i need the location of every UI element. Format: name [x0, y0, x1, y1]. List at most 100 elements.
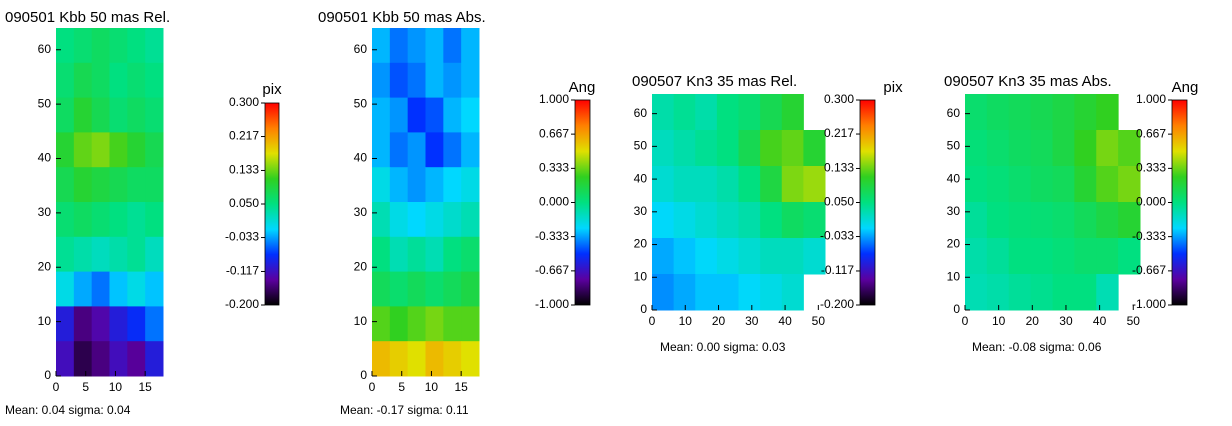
heatmap-cell — [673, 238, 696, 275]
heatmap-cell — [56, 271, 75, 307]
heatmap-cell — [461, 28, 480, 64]
heatmap-cell — [73, 167, 93, 203]
y-tick-label: 60 — [634, 106, 648, 120]
heatmap-cell — [1008, 130, 1032, 167]
heatmap-cell — [443, 62, 462, 99]
stats-caption: Mean: 0.00 sigma: 0.03 — [660, 340, 786, 354]
heatmap-cell — [91, 97, 110, 133]
heatmap-cell — [389, 167, 409, 203]
heatmap-cell — [1096, 238, 1119, 275]
heatmap-cell — [461, 271, 480, 307]
x-tick-label: 30 — [745, 314, 759, 328]
heatmap-cell — [1118, 202, 1141, 239]
heatmap-cell — [372, 97, 391, 133]
heatmap-cell — [425, 97, 444, 133]
colorbar-tick-label: 0.217 — [229, 129, 259, 143]
y-tick-label: 0 — [640, 302, 647, 316]
heatmap-cell — [461, 202, 480, 238]
heatmap-cell — [716, 166, 739, 203]
heatmap-cell — [127, 132, 146, 168]
heatmap-cell — [652, 202, 675, 239]
heatmap-cell — [1030, 130, 1053, 167]
heatmap-cell — [127, 306, 146, 342]
colorbar-tick-label: 0.667 — [1136, 126, 1166, 140]
heatmap-cell — [145, 271, 164, 307]
heatmap-cell — [56, 97, 75, 133]
heatmap-cell — [652, 130, 675, 167]
y-tick-label: 20 — [354, 259, 368, 273]
heatmap-cell — [695, 166, 718, 203]
y-tick-label: 0 — [44, 368, 51, 382]
heatmap-cell — [443, 97, 462, 133]
heatmap-cell — [781, 94, 804, 131]
heatmap-cell — [127, 341, 146, 377]
heatmap-cell — [1008, 166, 1032, 203]
heatmap-cell — [986, 94, 1010, 131]
heatmap-cell — [127, 236, 146, 273]
heatmap-cell — [389, 236, 409, 273]
heatmap-cell — [425, 167, 444, 203]
heatmap-cell — [56, 28, 75, 64]
colorbar-label: pix — [883, 79, 903, 96]
heatmap-cell — [127, 62, 146, 99]
heatmap-cell — [127, 271, 146, 307]
heatmap-cell — [443, 167, 462, 203]
heatmap-cell — [425, 28, 444, 64]
colorbar-tick-label: -1.000 — [535, 297, 569, 311]
heatmap-cell — [965, 130, 988, 167]
x-tick-label: 50 — [812, 314, 826, 328]
x-tick-label: 20 — [712, 314, 726, 328]
y-tick-label: 20 — [634, 237, 648, 251]
colorbar — [1171, 99, 1188, 306]
x-tick-label: 15 — [138, 380, 152, 394]
heatmap-cell — [1074, 166, 1097, 203]
heatmap-cell — [109, 28, 128, 64]
heatmap-cell — [389, 202, 409, 238]
heatmap-cell — [1008, 238, 1032, 275]
heatmap-cell — [425, 271, 444, 307]
heatmap-cell — [965, 166, 988, 203]
colorbar-tick-label: -0.333 — [1132, 229, 1166, 243]
heatmap-cell — [145, 341, 164, 377]
heatmap-cell — [803, 130, 826, 167]
heatmap-cell — [1074, 238, 1097, 275]
heatmap-cell — [652, 274, 675, 311]
heatmap-cell — [109, 167, 128, 203]
heatmap-cell — [760, 202, 783, 239]
heatmap-cell — [1096, 94, 1119, 131]
heatmap-cell — [695, 130, 718, 167]
heatmap-cell — [127, 202, 146, 238]
x-tick-label: 0 — [53, 380, 60, 394]
colorbar-tick-label: -1.000 — [1132, 297, 1166, 311]
heatmap-cell — [803, 238, 826, 275]
heatmap-cell — [986, 166, 1010, 203]
y-tick-label: 30 — [354, 205, 368, 219]
heatmap-cell — [760, 94, 783, 131]
y-tick-label: 10 — [354, 314, 368, 328]
heatmap-cell — [965, 238, 988, 275]
heatmap-cell — [461, 306, 480, 342]
heatmap-cell — [73, 271, 93, 307]
heatmap-cell — [56, 236, 75, 273]
heatmap-cell — [1052, 166, 1075, 203]
colorbar-tick-label: 0.333 — [539, 161, 569, 175]
x-tick-label: 5 — [82, 380, 89, 394]
heatmap-cell — [389, 28, 409, 64]
heatmap-cell — [372, 132, 391, 168]
heatmap-cell — [73, 306, 93, 342]
heatmap-cell — [145, 167, 164, 203]
heatmap-cell — [738, 166, 761, 203]
heatmap-cell — [695, 202, 718, 239]
heatmap-cell — [56, 62, 75, 99]
heatmap-cell — [716, 238, 739, 275]
heatmap-cell — [461, 341, 480, 377]
heatmap-cell — [1074, 274, 1097, 311]
heatmap-cell — [407, 341, 426, 377]
heatmap-cell — [443, 306, 462, 342]
y-tick-label: 60 — [947, 106, 961, 120]
panel-title: 090501 Kbb 50 mas Abs. — [318, 9, 486, 26]
heatmap-cell — [91, 202, 110, 238]
heatmap-cell — [1052, 238, 1075, 275]
heatmap-cell — [443, 132, 462, 168]
colorbar — [574, 99, 591, 306]
